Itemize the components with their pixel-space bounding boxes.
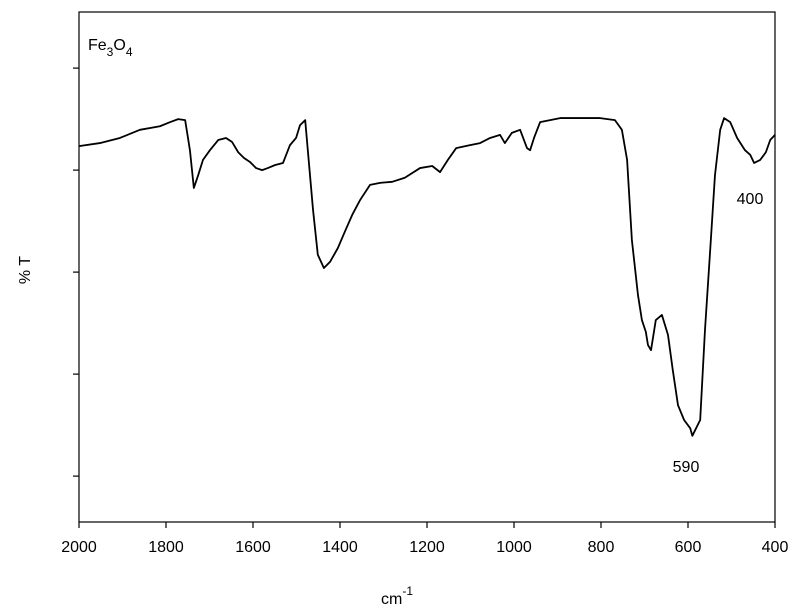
x-tick-label: 1000 bbox=[496, 539, 532, 556]
x-tick-label: 1400 bbox=[322, 539, 358, 556]
x-tick-label: 800 bbox=[588, 539, 615, 556]
x-tick-label: 1200 bbox=[409, 539, 445, 556]
spectrum-line bbox=[78, 117, 776, 437]
title-part: Fe bbox=[88, 37, 107, 54]
x-label-base: cm bbox=[381, 591, 402, 608]
x-axis-label: cm-1 bbox=[381, 584, 413, 608]
x-tick-label: 2000 bbox=[61, 539, 97, 556]
annotation: 400 bbox=[737, 191, 764, 208]
title-part: O bbox=[113, 37, 125, 54]
x-tick-label: 1600 bbox=[235, 539, 271, 556]
x-tick-label: 1800 bbox=[148, 539, 184, 556]
annotation: 590 bbox=[673, 459, 700, 476]
x-tick-label: 600 bbox=[675, 539, 702, 556]
x-tick-label: 400 bbox=[762, 539, 789, 556]
title-subscript: 3 bbox=[107, 45, 114, 59]
title-subscript: 4 bbox=[126, 45, 133, 59]
chart-title: Fe3O4 bbox=[88, 37, 133, 59]
y-axis-label: % T bbox=[17, 256, 34, 284]
x-label-superscript: -1 bbox=[402, 584, 413, 598]
plot-frame bbox=[78, 11, 776, 523]
